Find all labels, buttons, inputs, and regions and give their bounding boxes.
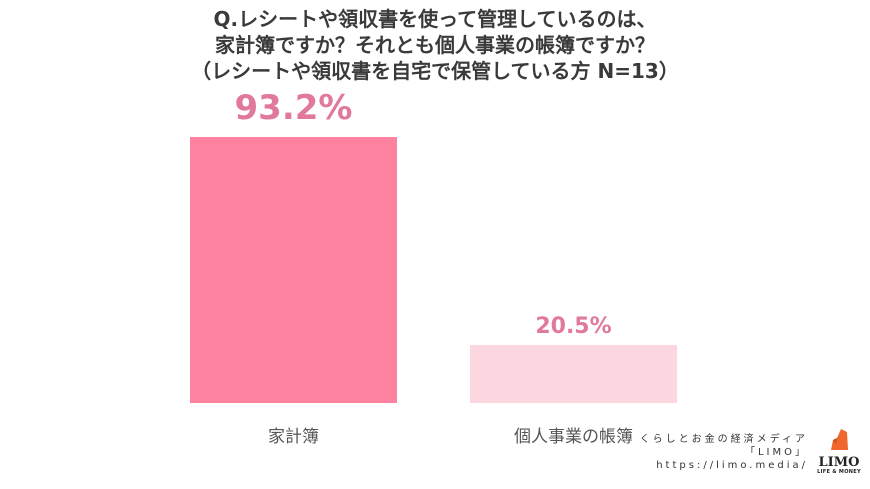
chart-title: Q.レシートや領収書を使って管理しているのは、 家計簿ですか？それとも個人事業の…: [0, 6, 870, 84]
media-credit: くらしとお金の経済メディア 「LIMO」 https://limo.media/: [640, 433, 808, 472]
bar-value-label-1: 93.2%: [234, 88, 353, 128]
category-label-2: 個人事業の帳簿: [514, 427, 633, 447]
credit-tagline: くらしとお金の経済メディア: [639, 434, 808, 445]
credit-url: https://limo.media/: [656, 460, 808, 471]
title-line-2: 家計簿ですか？それとも個人事業の帳簿ですか？: [215, 33, 655, 57]
category-label-1: 家計簿: [268, 427, 319, 447]
fox-icon: [831, 429, 848, 450]
title-line-1: Q.レシートや領収書を使って管理しているのは、: [213, 7, 657, 31]
bar-value-label-2: 20.5%: [535, 314, 612, 339]
title-line-3: （レシートや領収書を自宅で保管している方 N=13）: [191, 59, 679, 83]
credit-brand: 「LIMO」: [744, 447, 808, 458]
bar-business-ledger: [470, 345, 677, 403]
limo-logo: LIMO LIFE & MONEY: [815, 428, 863, 475]
bar-kakeibo: [190, 137, 397, 403]
logo-name: LIMO: [818, 455, 860, 470]
logo-tagline: LIFE & MONEY: [817, 469, 861, 475]
